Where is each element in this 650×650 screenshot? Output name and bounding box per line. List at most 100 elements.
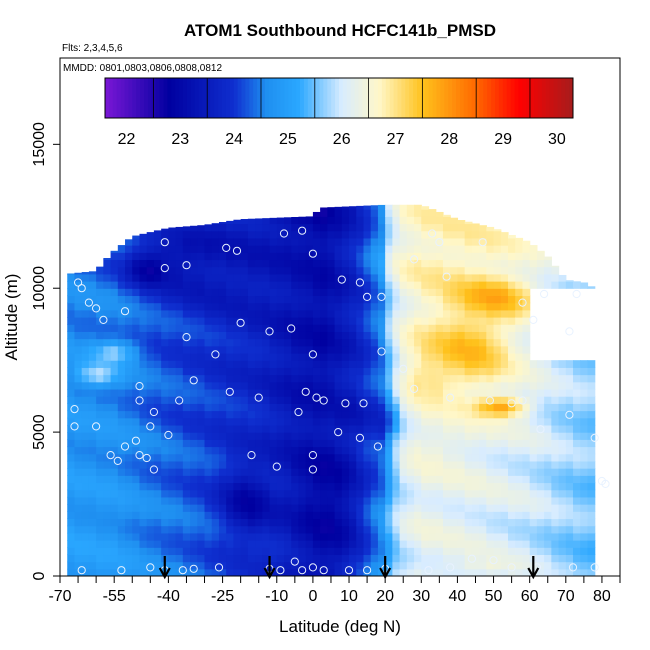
heatmap-cell — [146, 460, 155, 469]
heatmap-cell — [110, 250, 119, 253]
heatmap-cell — [117, 496, 126, 505]
heatmap-cell — [197, 561, 206, 570]
heatmap-cell — [146, 417, 155, 426]
heatmap-cell — [327, 381, 336, 390]
heatmap-cell — [291, 453, 300, 462]
heatmap-cell — [565, 446, 574, 455]
heatmap-cell — [240, 381, 249, 390]
heatmap-cell — [247, 360, 256, 368]
heatmap-cell — [81, 338, 90, 347]
heatmap-cell — [132, 568, 141, 576]
heatmap-cell — [305, 489, 314, 498]
heatmap-cell — [370, 230, 379, 239]
heatmap-cell — [161, 345, 169, 354]
heatmap-cell — [428, 352, 437, 361]
heatmap-cell — [103, 417, 112, 426]
heatmap-cell — [327, 216, 336, 225]
heatmap-cell — [370, 381, 379, 390]
heatmap-cell — [269, 468, 278, 476]
heatmap-cell — [146, 345, 155, 354]
heatmap-cell — [471, 367, 480, 376]
heatmap-cell — [182, 532, 191, 541]
heatmap-cell — [522, 367, 531, 376]
heatmap-cell — [240, 482, 249, 491]
heatmap-cell — [573, 446, 581, 455]
heatmap-cell — [428, 230, 437, 239]
heatmap-cell — [435, 374, 444, 383]
heatmap-cell — [320, 273, 328, 282]
heatmap-cell — [479, 381, 487, 390]
heatmap-cell — [233, 489, 242, 498]
heatmap-cell — [67, 317, 76, 325]
heatmap-cell — [421, 482, 430, 491]
heatmap-cell — [269, 317, 278, 325]
heatmap-cell — [334, 489, 343, 498]
heatmap-cell — [175, 460, 184, 469]
heatmap-cell — [479, 230, 487, 239]
heatmap-cell — [377, 460, 386, 469]
heatmap-cell — [500, 417, 509, 426]
heatmap-cell — [493, 489, 502, 498]
heatmap-cell — [551, 381, 560, 390]
heatmap-cell — [500, 252, 509, 261]
heatmap-cell — [182, 230, 191, 239]
heatmap-cell — [88, 518, 97, 527]
heatmap-cell — [573, 281, 581, 289]
heatmap-cell — [153, 360, 162, 368]
heatmap-cell — [146, 475, 155, 484]
heatmap-cell — [262, 554, 271, 563]
heatmap-cell — [363, 324, 372, 332]
heatmap-cell — [580, 374, 589, 383]
heatmap-cell — [392, 266, 401, 275]
heatmap-cell — [291, 345, 300, 354]
heatmap-cell — [146, 439, 155, 448]
heatmap-cell — [428, 302, 437, 311]
heatmap-cell — [211, 439, 220, 448]
heatmap-cell — [211, 309, 220, 318]
colorbar-segment — [214, 78, 219, 118]
heatmap-cell — [197, 396, 206, 404]
heatmap-cell — [515, 504, 524, 512]
heatmap-cell — [500, 360, 509, 368]
colorbar-segment — [112, 78, 118, 118]
colorbar-segment — [272, 78, 278, 118]
heatmap-cell — [573, 475, 581, 484]
heatmap-cell — [435, 309, 444, 318]
heatmap-cell — [370, 475, 379, 484]
heatmap-cell — [327, 453, 336, 462]
heatmap-cell — [370, 460, 379, 469]
heatmap-cell — [508, 237, 516, 246]
heatmap-cell — [197, 504, 206, 512]
heatmap-cell — [226, 273, 235, 282]
latitude-arrow — [263, 556, 276, 580]
heatmap-cell — [218, 518, 227, 527]
heatmap-cell — [103, 511, 112, 520]
heatmap-cell — [500, 338, 509, 347]
heatmap-cell — [457, 352, 466, 361]
heatmap-cell — [414, 468, 422, 476]
heatmap-cell — [479, 468, 487, 476]
heatmap-cell — [132, 439, 141, 448]
heatmap-cell — [218, 367, 227, 376]
heatmap-cell — [464, 374, 473, 383]
heatmap-cell — [522, 302, 531, 311]
heatmap-cell — [103, 482, 112, 491]
heatmap-cell — [565, 460, 574, 469]
heatmap-cell — [298, 482, 307, 491]
heatmap-cell — [298, 525, 307, 534]
heatmap-cell — [110, 417, 119, 426]
heatmap-cell — [161, 245, 169, 253]
heatmap-cell — [125, 345, 133, 354]
heatmap-cell — [320, 281, 328, 289]
heatmap-cell — [385, 367, 393, 376]
heatmap-cell — [471, 259, 480, 268]
heatmap-cell — [363, 525, 372, 534]
heatmap-cell — [428, 489, 437, 498]
heatmap-cell — [508, 432, 516, 440]
heatmap-cell — [197, 489, 206, 498]
heatmap-cell — [146, 252, 155, 261]
heatmap-cell — [385, 345, 393, 354]
heatmap-cell — [291, 489, 300, 498]
heatmap-cell — [587, 532, 596, 541]
heatmap-cell — [406, 317, 415, 325]
